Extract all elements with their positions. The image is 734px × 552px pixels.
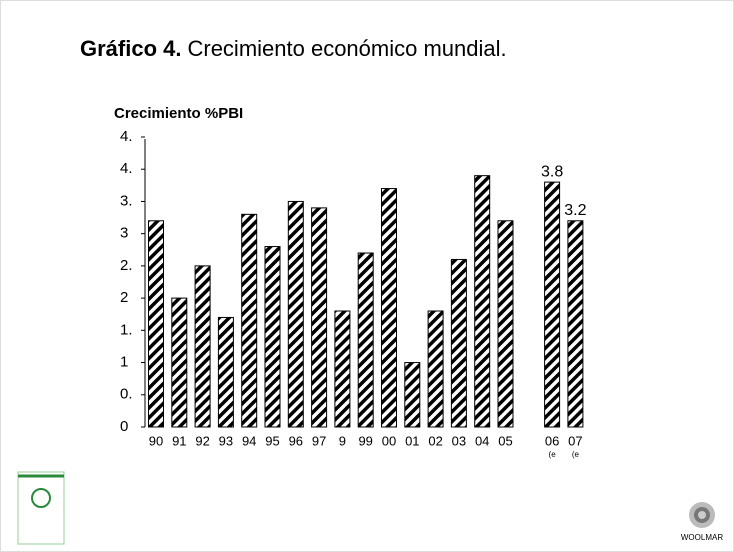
- x-tick-label: 92: [195, 433, 209, 448]
- bar: [194, 265, 211, 428]
- x-tick-label: 00: [382, 433, 396, 448]
- y-tick-label: 3: [120, 225, 128, 242]
- logo-mark: [698, 511, 706, 519]
- x-tick-label: 04: [475, 433, 489, 448]
- bar: [567, 220, 584, 428]
- bar: [544, 181, 561, 428]
- x-tick-label: 9: [339, 433, 346, 448]
- logo-text: WOOLMAR: [681, 533, 723, 542]
- x-tick-label: 99: [358, 433, 372, 448]
- y-tick-label: 0: [120, 418, 128, 435]
- x-tick-label: 07: [568, 433, 582, 448]
- y-tick-label: 4.: [120, 128, 133, 145]
- bar: [427, 310, 444, 428]
- y-tick-label: 1: [120, 354, 128, 371]
- x-tick-label: 02: [428, 433, 442, 448]
- bar: [334, 310, 351, 428]
- y-tick-label: 1.: [120, 321, 133, 338]
- bar: [497, 220, 514, 428]
- y-tick-label: 2.: [120, 257, 133, 274]
- x-tick-label: 90: [149, 433, 163, 448]
- bar: [241, 213, 258, 428]
- title-bold: Gráfico 4.: [80, 36, 181, 61]
- chart-title: Gráfico 4. Crecimiento económico mundial.: [80, 36, 507, 61]
- logo-mark: [31, 488, 51, 508]
- y-axis-label: Crecimiento %PBI: [114, 105, 243, 122]
- x-tick-label: 05: [498, 433, 512, 448]
- logo-left: [17, 471, 65, 545]
- x-tick-label: 91: [172, 433, 186, 448]
- bar: [450, 258, 467, 428]
- bar: [287, 200, 304, 428]
- bar: [217, 316, 234, 428]
- x-tick-label: 01: [405, 433, 419, 448]
- bar: [381, 188, 397, 428]
- x-tick-label: 95: [265, 433, 279, 448]
- bar: [474, 175, 491, 428]
- bar: [357, 252, 374, 428]
- x-tick-note: (e: [549, 450, 557, 459]
- bar: [148, 220, 164, 428]
- title-text: Crecimiento económico mundial.: [187, 36, 506, 61]
- data-label: 3.8: [541, 163, 563, 180]
- x-tick-label: 97: [312, 433, 326, 448]
- y-tick-label: 4.: [120, 160, 133, 177]
- y-tick-label: 3.: [120, 192, 133, 209]
- x-tick-label: 06: [545, 433, 559, 448]
- logo-right: WOOLMAR: [681, 502, 723, 542]
- data-label: 3.2: [564, 202, 586, 219]
- x-tick-label: 03: [452, 433, 466, 448]
- bar: [311, 207, 328, 428]
- bar: [404, 362, 421, 428]
- x-tick-label: 96: [289, 433, 303, 448]
- x-tick-label: 94: [242, 433, 256, 448]
- x-tick-note: (e: [572, 450, 580, 459]
- bar: [171, 297, 188, 428]
- x-tick-label: 93: [219, 433, 233, 448]
- y-tick-label: 0.: [120, 386, 133, 403]
- y-tick-label: 2: [120, 289, 128, 306]
- bar: [264, 246, 281, 428]
